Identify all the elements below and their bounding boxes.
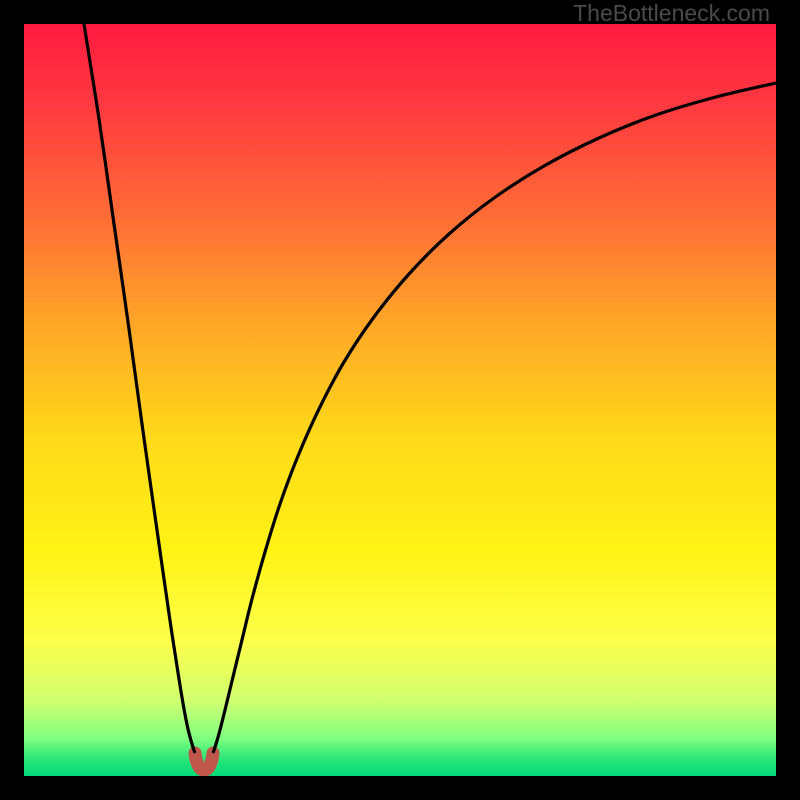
curve-left [84,24,195,753]
curve-layer [24,24,776,776]
plot-area [24,24,776,776]
watermark-text: TheBottleneck.com [573,0,770,27]
trough-marker [195,753,213,770]
chart-frame: TheBottleneck.com [0,0,800,800]
curve-right [213,83,776,753]
